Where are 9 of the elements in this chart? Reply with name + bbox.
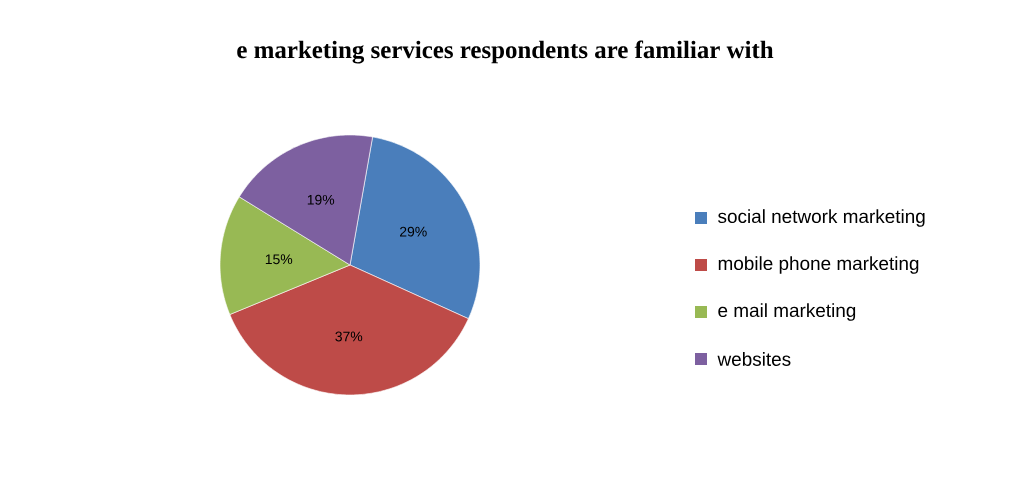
legend-label: websites bbox=[717, 352, 791, 366]
data-label: 19% bbox=[307, 194, 335, 205]
data-label: 37% bbox=[335, 331, 363, 342]
legend-label: mobile phone marketing bbox=[718, 256, 919, 274]
chart-title: e marketing services respondents are familiar with bbox=[237, 40, 774, 64]
data-label: 29% bbox=[400, 226, 427, 237]
legend-label: e mail marketing bbox=[718, 303, 856, 321]
legend-label: social network marketing bbox=[718, 209, 925, 227]
data-label: 15% bbox=[265, 254, 293, 265]
